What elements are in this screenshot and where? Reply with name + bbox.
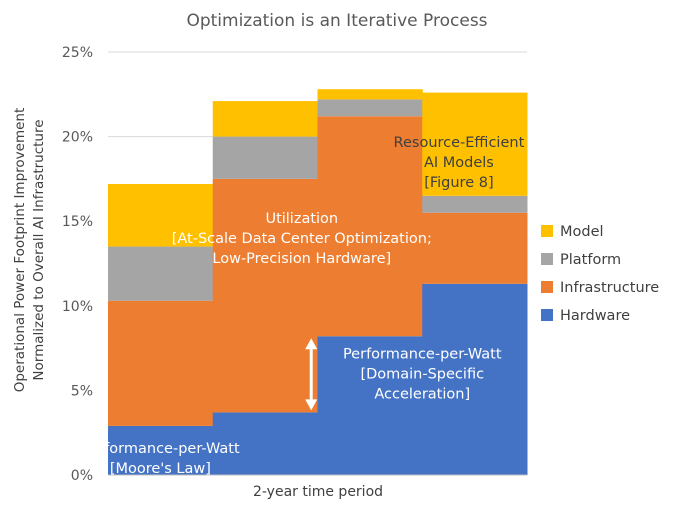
bar-segment-model [422, 92, 528, 196]
legend-label-platform: Platform [560, 252, 621, 268]
annotation-text: AI Models [424, 155, 494, 171]
bar-segment-hardware [422, 283, 528, 475]
bar-segment-model [212, 101, 318, 137]
bar-segment-hardware [212, 412, 318, 475]
y-tick-labels: 0% 5% 10% 15% 20% 25% [62, 45, 93, 484]
y-axis-label: Operational Power Footprint Improvement … [12, 108, 47, 393]
arrow-head-down [305, 399, 318, 411]
bar-segment-infrastructure [317, 116, 423, 337]
y-axis-label-line-2: Normalized to Overall AI Infrastructure [31, 119, 47, 380]
annotation-text: [At-Scale Data Center Optimization; [172, 231, 432, 247]
bar-segment-infrastructure [212, 178, 318, 413]
bar-segment-infrastructure [422, 212, 528, 284]
legend-swatch-platform [541, 253, 553, 265]
legend-swatch-infrastructure [541, 281, 553, 293]
bar-segment-platform [212, 136, 318, 179]
legend-label-hardware: Hardware [560, 308, 630, 324]
y-tick-label: 20% [62, 130, 93, 146]
bar-segment-hardware [108, 425, 214, 475]
bar-segment-infrastructure [108, 300, 214, 426]
legend-label-model: Model [560, 224, 604, 240]
legend-swatch-hardware [541, 309, 553, 321]
annotation-text: [Figure 8] [424, 175, 493, 191]
arrow-head-up [305, 338, 318, 350]
y-tick-label: 15% [62, 214, 93, 230]
bar-segment-model [108, 183, 214, 247]
stacked-bars [108, 89, 528, 475]
y-tick-label: 0% [71, 468, 93, 484]
annotation-text: Utilization [265, 211, 338, 227]
bar-segment-model [317, 89, 423, 100]
annotation-text: Resource-Efficient [394, 135, 525, 151]
annotations: Resource-Efficient AI Models [Figure 8] Uti… [81, 135, 524, 477]
x-axis-label: 2-year time period [253, 484, 383, 500]
y-tick-label: 25% [62, 45, 93, 61]
legend: Model Platform Infrastructure Hardware [541, 224, 659, 324]
annotation-text: Low-Precision Hardware] [212, 251, 391, 267]
annotation-text: [Moore's Law] [110, 461, 211, 477]
legend-swatch-model [541, 225, 553, 237]
chart-title: Optimization is an Iterative Process [186, 11, 487, 31]
bar-segment-platform [317, 99, 423, 117]
arrow-annotation [305, 338, 318, 411]
bar-segment-hardware [317, 336, 423, 475]
annotation-text: Acceleration] [374, 386, 470, 402]
annotation-text: [Domain-Specific [360, 366, 484, 382]
annotation-text: Performance-per-Watt [343, 346, 502, 362]
y-tick-label: 5% [71, 383, 93, 399]
bar-segment-platform [422, 195, 528, 213]
annotation-text: Performance-per-Watt [81, 441, 240, 457]
legend-label-infrastructure: Infrastructure [560, 280, 659, 296]
y-tick-label: 10% [62, 299, 93, 315]
bar-segment-platform [108, 246, 214, 301]
y-axis-label-line-1: Operational Power Footprint Improvement [12, 108, 28, 393]
